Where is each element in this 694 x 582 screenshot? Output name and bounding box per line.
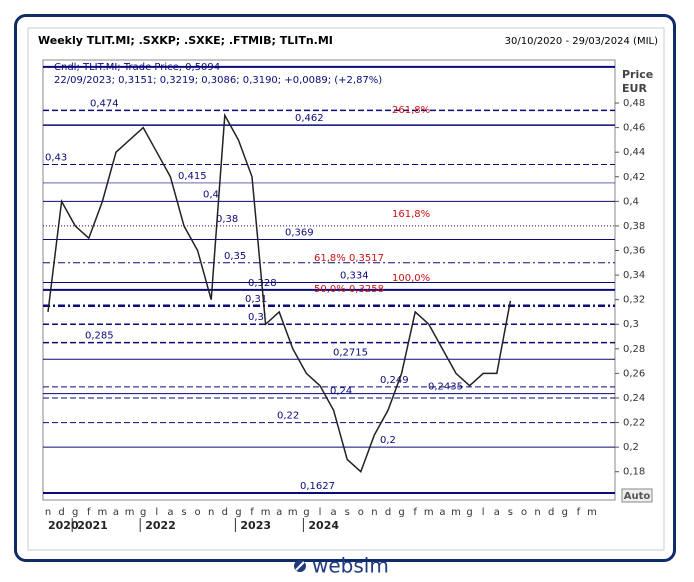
fib-label: 61,8% 0,3517: [314, 253, 384, 264]
x-tick-label: n: [45, 507, 51, 518]
x-tick-label: f: [87, 507, 91, 518]
level-label: 0,43: [45, 152, 67, 163]
x-tick-label: f: [250, 507, 254, 518]
x-tick-label: a: [167, 507, 173, 518]
level-label: 0,369: [285, 227, 314, 238]
x-tick-label: m: [587, 507, 597, 518]
y-tick-label: 0,26: [623, 368, 645, 379]
level-label: 0,285: [85, 331, 114, 342]
x-tick-label: g: [140, 507, 146, 518]
x-tick-label: g: [72, 507, 78, 518]
x-tick-label: l: [482, 507, 485, 518]
x-tick-label: m: [125, 507, 135, 518]
chart-title: Weekly TLIT.MI; .SXKP; .SXKE; .FTMIB; TL…: [38, 34, 333, 47]
x-tick-label: g: [466, 507, 472, 518]
date-range: 30/10/2020 - 29/03/2024 (MIL): [505, 36, 658, 47]
year-label: 2023: [240, 519, 271, 532]
y-tick-label: 0,28: [623, 344, 645, 355]
x-tick-label: o: [195, 507, 201, 518]
y-tick-label: 0,3: [623, 319, 639, 330]
y-tick-label: 0,24: [623, 393, 645, 404]
x-tick-label: l: [155, 507, 158, 518]
x-tick-label: m: [261, 507, 271, 518]
x-tick-label: m: [288, 507, 298, 518]
frame: [14, 14, 676, 562]
year-label: 2024: [308, 519, 339, 532]
auto-button-label[interactable]: Auto: [624, 491, 651, 502]
y-tick-label: 0,36: [623, 246, 645, 257]
auto-button[interactable]: [621, 488, 653, 503]
x-tick-label: a: [113, 507, 119, 518]
x-tick-label: n: [208, 507, 214, 518]
x-tick-label: o: [521, 507, 527, 518]
x-tick-label: g: [303, 507, 309, 518]
y-tick-label: 0,48: [623, 98, 645, 109]
level-label: 0,38: [216, 214, 238, 225]
level-label: 0,474: [90, 98, 119, 109]
level-label: 0,334: [340, 270, 369, 281]
x-tick-label: m: [424, 507, 434, 518]
brand-logo: [294, 560, 306, 572]
x-tick-label: g: [398, 507, 404, 518]
x-tick-label: d: [222, 507, 228, 518]
year-label: 2022: [145, 519, 176, 532]
price-line: [47, 112, 512, 474]
x-tick-label: g: [235, 507, 241, 518]
y-tick-label: 0,46: [623, 123, 645, 134]
y-tick-label: 0,22: [623, 418, 645, 429]
year-label: 2021: [77, 519, 108, 532]
x-tick-label: f: [577, 507, 581, 518]
x-tick-label: f: [413, 507, 417, 518]
year-label: 2020: [48, 519, 79, 532]
x-tick-label: g: [562, 507, 568, 518]
fib-label: 100,0%: [392, 273, 430, 284]
y-axis-unit: EUR: [622, 82, 647, 95]
level-label: 0,31: [245, 294, 267, 305]
level-label: 0,3: [248, 312, 264, 323]
info: 22/09/2023; 0,3151; 0,3219; 0,3086; 0,31…: [54, 75, 382, 86]
level-label: 0,2: [380, 435, 396, 446]
level-label: 0,4: [203, 189, 219, 200]
x-tick-label: m: [451, 507, 461, 518]
x-tick-label: l: [319, 507, 322, 518]
level-label: 0,2715: [333, 347, 368, 358]
fib-label: 161,8%: [392, 209, 430, 220]
y-axis-label: Price: [622, 68, 653, 81]
plot-area: [42, 59, 616, 501]
x-tick-label: a: [276, 507, 282, 518]
y-tick-label: 0,44: [623, 147, 645, 158]
x-tick-label: d: [58, 507, 64, 518]
level-label: 0,22: [277, 411, 299, 422]
brand: websim: [312, 554, 389, 578]
fib-label: 261,8%: [392, 105, 430, 116]
y-tick-label: 0,42: [623, 172, 645, 183]
x-tick-label: s: [181, 507, 186, 518]
level-label: 0,462: [295, 113, 324, 124]
level-label: 0,24: [330, 386, 352, 397]
x-tick-label: a: [331, 507, 337, 518]
x-tick-label: d: [548, 507, 554, 518]
x-tick-label: m: [98, 507, 108, 518]
y-tick-label: 0,18: [623, 467, 645, 478]
y-tick-label: 0,32: [623, 295, 645, 306]
x-tick-label: o: [358, 507, 364, 518]
level-label: 0,249: [380, 375, 409, 386]
y-tick-label: 0,34: [623, 270, 645, 281]
level-label: 0,2435: [428, 382, 463, 393]
y-tick-label: 0,2: [623, 442, 639, 453]
level-label: 0,415: [178, 171, 207, 182]
fib-label: 50,0% 0,3258: [314, 284, 384, 295]
x-tick-label: a: [494, 507, 500, 518]
y-tick-label: 0,38: [623, 221, 645, 232]
x-tick-label: s: [508, 507, 513, 518]
x-tick-label: d: [385, 507, 391, 518]
x-tick-label: n: [371, 507, 377, 518]
y-tick-label: 0,4: [623, 196, 639, 207]
x-tick-label: n: [534, 507, 540, 518]
x-tick-label: s: [345, 507, 350, 518]
level-label: 0,1627: [300, 481, 335, 492]
level-label: 0,35: [224, 251, 246, 262]
x-tick-label: a: [439, 507, 445, 518]
